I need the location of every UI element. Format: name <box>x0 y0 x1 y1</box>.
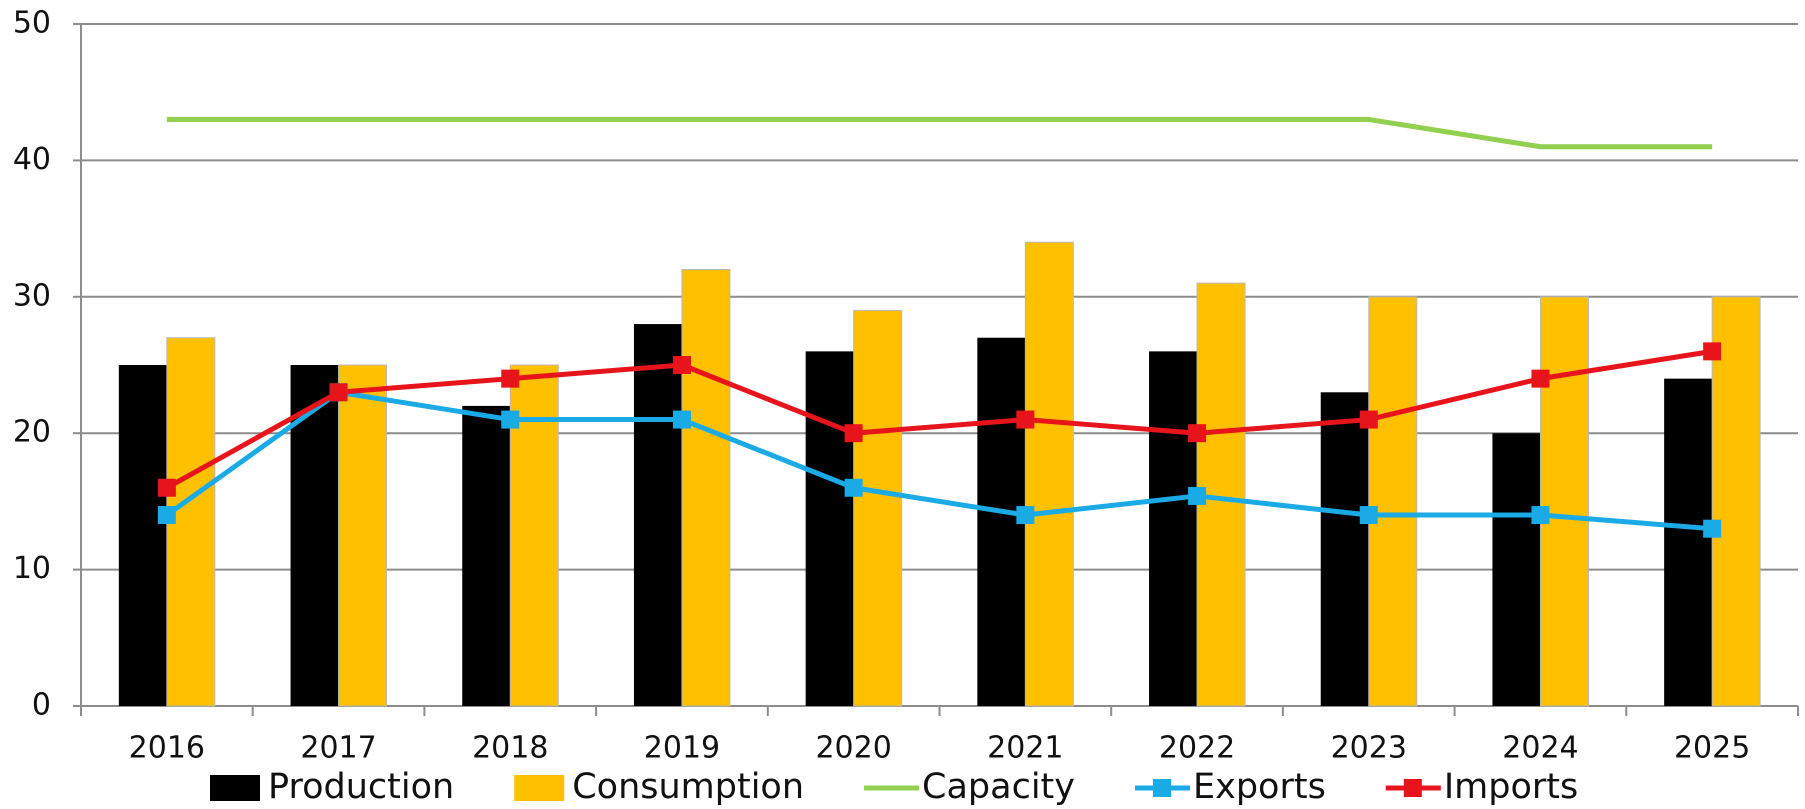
marker <box>1359 410 1378 429</box>
marker <box>157 478 176 497</box>
marker <box>844 424 863 443</box>
marker <box>501 410 520 429</box>
x-tick-label: 2018 <box>472 731 548 766</box>
bar <box>633 324 682 706</box>
bar <box>1368 296 1418 707</box>
x-tick-label: 2019 <box>644 731 720 766</box>
x-tick-label: 2023 <box>1331 731 1407 766</box>
x-tick-label: 2021 <box>987 731 1063 766</box>
legend-swatch <box>514 775 565 801</box>
legend-label: Consumption <box>572 767 804 807</box>
legend-label: Production <box>268 767 454 807</box>
legend-label: Exports <box>1193 767 1326 807</box>
marker <box>1016 410 1035 429</box>
bar <box>1664 378 1713 706</box>
bar <box>118 365 167 706</box>
marker <box>329 383 348 402</box>
line <box>165 348 1713 490</box>
y-tick-label: 0 <box>32 688 51 723</box>
legend-label: Capacity <box>922 767 1075 807</box>
marker <box>844 478 863 497</box>
legend-marker <box>1403 779 1422 797</box>
x-tick-label: 2022 <box>1159 731 1235 766</box>
y-tick-label: 40 <box>13 142 51 177</box>
y-tick-label: 20 <box>13 415 51 450</box>
marker <box>1188 424 1207 443</box>
legend-label: Imports <box>1444 767 1578 807</box>
y-tick-label: 50 <box>13 6 51 41</box>
legend-swatch <box>210 775 260 801</box>
legend-marker <box>1153 779 1171 797</box>
bar <box>853 309 903 707</box>
bar <box>1149 351 1198 706</box>
bar <box>1492 433 1541 706</box>
x-tick-label: 2016 <box>129 731 205 766</box>
x-tick-label: 2020 <box>815 731 891 766</box>
bar <box>1024 241 1074 707</box>
line <box>166 116 1713 150</box>
marker <box>672 356 691 374</box>
marker <box>1531 369 1550 388</box>
bar <box>462 405 511 706</box>
bar <box>681 269 731 707</box>
marker <box>1703 519 1722 538</box>
marker <box>1188 486 1207 505</box>
marker <box>1016 506 1035 525</box>
x-tick-label: 2017 <box>300 731 376 766</box>
bar <box>805 351 854 706</box>
line <box>165 389 1713 532</box>
marker <box>501 369 520 388</box>
bar <box>338 364 388 707</box>
marker <box>1359 506 1378 525</box>
marker <box>672 410 691 429</box>
legend: Production Consumption Capacity Exports Impo… <box>210 767 1578 807</box>
y-tick-label: 30 <box>13 278 51 313</box>
bar <box>1711 296 1761 707</box>
marker <box>1531 506 1550 525</box>
bar <box>1539 296 1589 707</box>
y-tick-label: 10 <box>13 551 51 586</box>
x-tick-label: 2025 <box>1674 731 1750 766</box>
marker <box>1703 342 1722 361</box>
bar <box>1320 392 1369 706</box>
x-tick-label: 2024 <box>1502 731 1578 766</box>
marker <box>157 506 176 525</box>
